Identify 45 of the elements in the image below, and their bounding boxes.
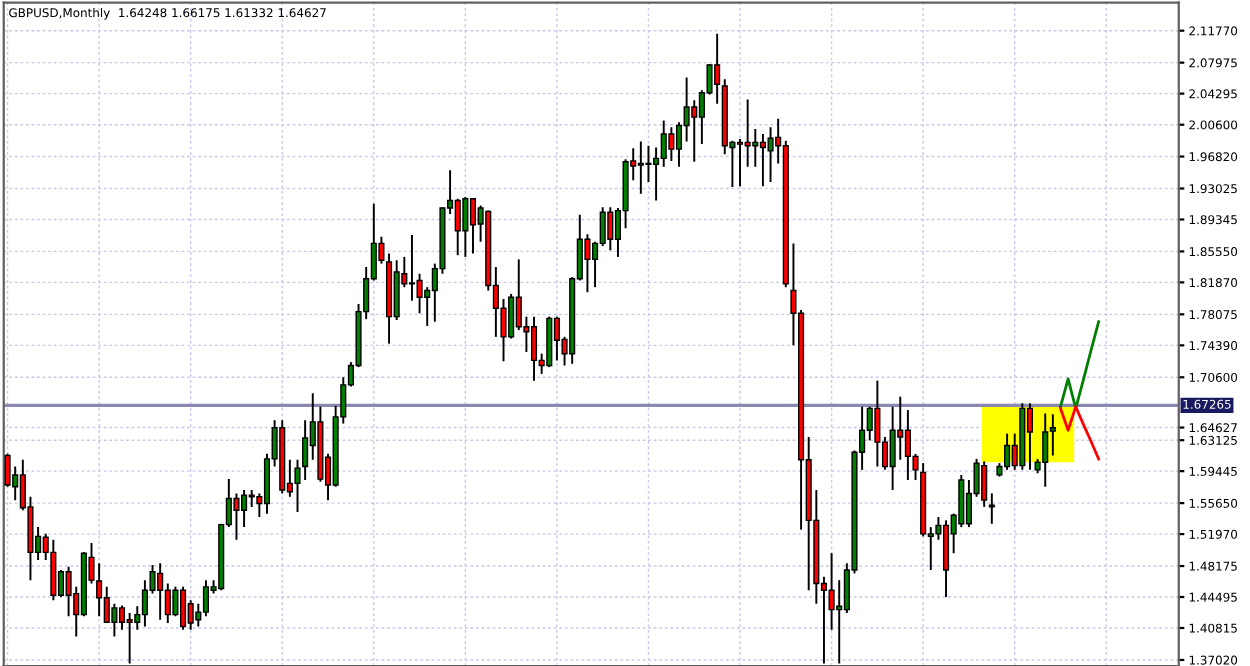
candlestick	[141, 579, 148, 628]
candlestick	[767, 126, 774, 183]
candlestick	[1049, 413, 1056, 457]
candlestick	[126, 612, 133, 665]
candlestick	[408, 234, 416, 302]
candlestick	[660, 119, 667, 168]
candlestick	[111, 602, 118, 638]
candlestick	[981, 460, 988, 508]
candlestick	[637, 140, 644, 195]
candlestick	[714, 32, 721, 105]
candlestick	[736, 138, 744, 188]
candlestick	[607, 206, 614, 252]
candlestick	[897, 395, 904, 461]
candlestick	[546, 315, 553, 369]
candlestick	[645, 144, 652, 183]
candlestick	[96, 562, 103, 618]
candlestick	[584, 233, 591, 294]
candlestick	[302, 419, 309, 481]
candlestick	[233, 492, 240, 541]
candlestick	[179, 585, 187, 631]
candlestick	[157, 562, 164, 621]
candlestick	[118, 604, 126, 631]
candlestick	[942, 519, 950, 598]
candlestick	[553, 315, 560, 362]
candlestick	[462, 196, 469, 258]
candlestick	[874, 379, 881, 468]
candlestick	[889, 405, 896, 492]
candlestick	[988, 492, 995, 525]
candlestick	[508, 292, 515, 340]
candlestick	[241, 489, 248, 529]
candlestick	[668, 126, 675, 162]
candlestick	[393, 259, 400, 321]
candlestick	[1026, 402, 1034, 471]
candlestick	[530, 315, 538, 382]
line-series	[1059, 405, 1101, 461]
candlestick	[759, 133, 766, 188]
candlestick	[50, 538, 57, 602]
line-series	[1059, 320, 1101, 410]
candlestick	[1042, 412, 1049, 488]
candlestick	[469, 196, 477, 255]
candlestick	[202, 579, 210, 618]
candlestick	[454, 197, 461, 257]
candlestick	[691, 99, 698, 163]
candlestick	[904, 409, 911, 481]
candlestick	[1004, 432, 1011, 471]
